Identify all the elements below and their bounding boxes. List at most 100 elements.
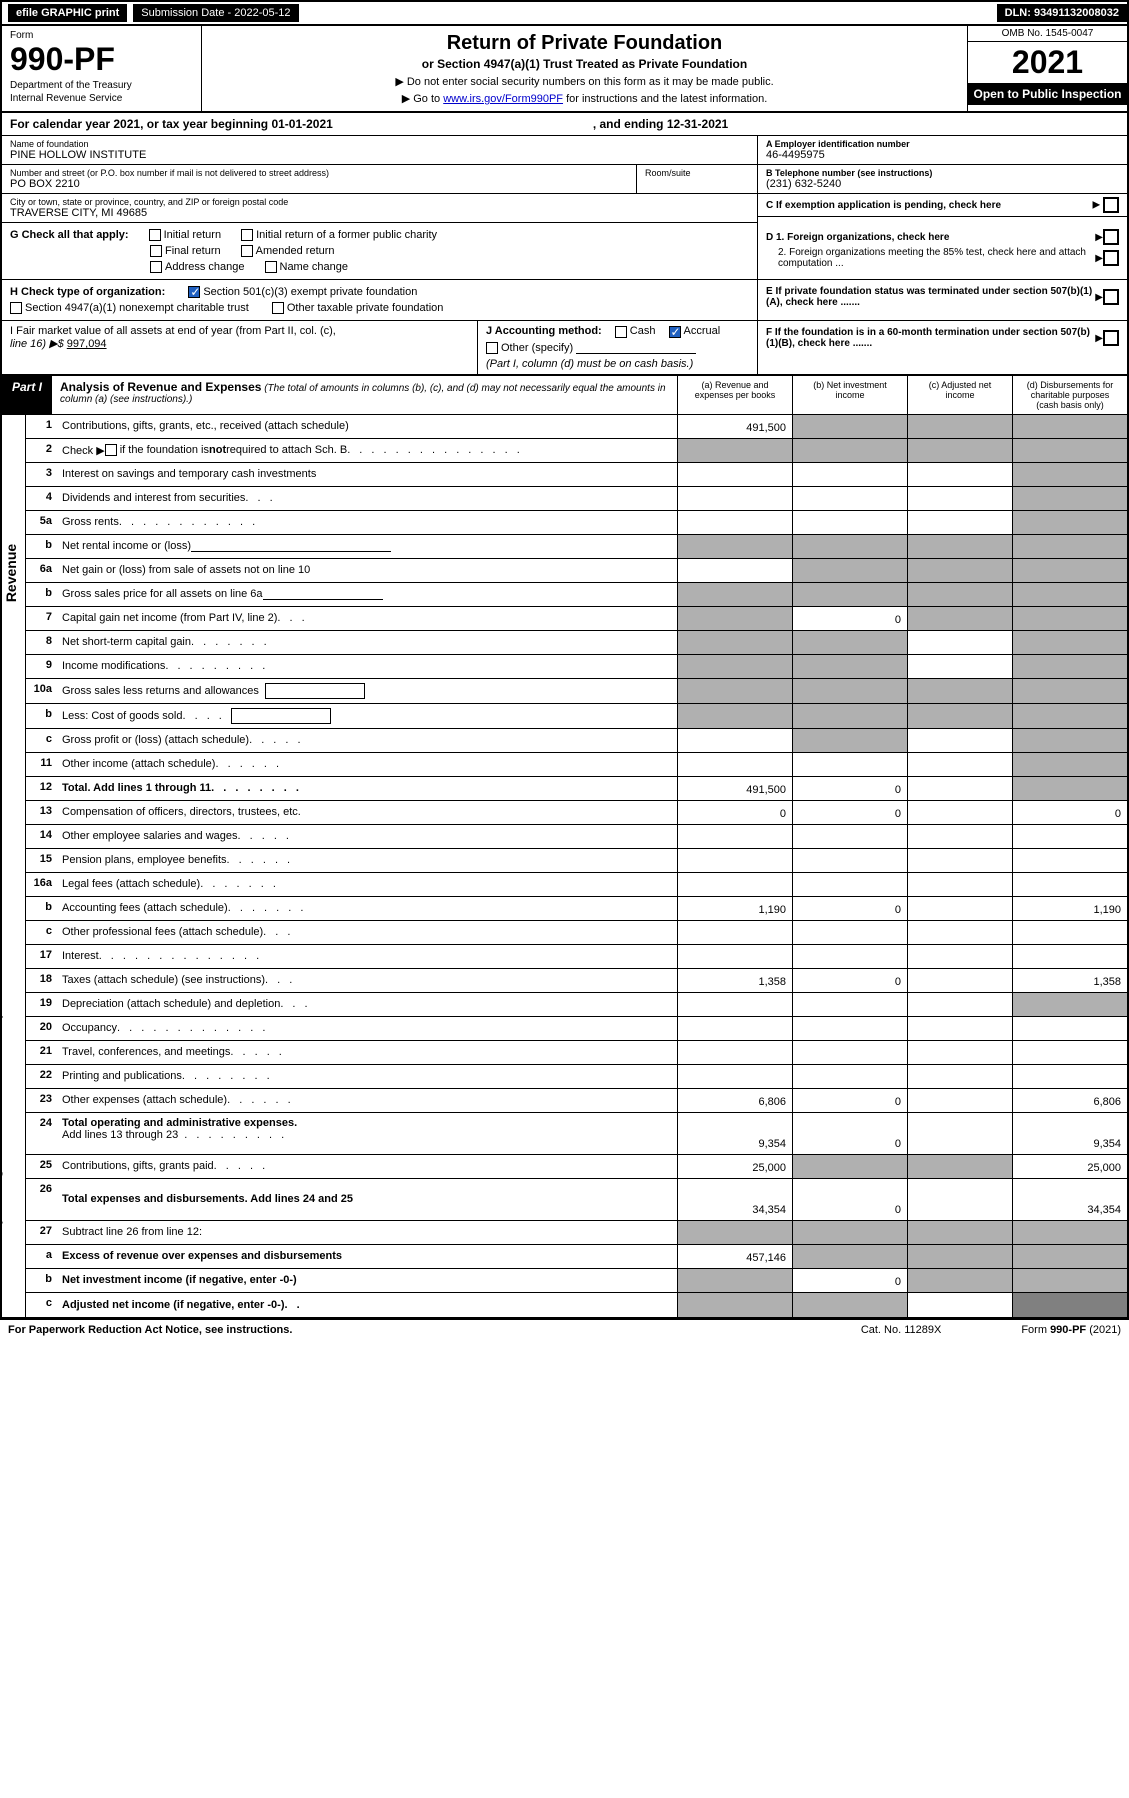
cb-501c3[interactable] <box>188 286 200 298</box>
topbar: efile GRAPHIC print Submission Date - 20… <box>0 0 1129 26</box>
row-12: 12Total. Add lines 1 through 11 . . . . … <box>26 777 1127 801</box>
cb-accrual[interactable] <box>669 326 681 338</box>
cb-sch-b[interactable] <box>105 444 117 456</box>
form-label: Form <box>10 30 193 41</box>
row-6b: bGross sales price for all assets on lin… <box>26 583 1127 607</box>
row-15: 15Pension plans, employee benefits . . .… <box>26 849 1127 873</box>
tax-year: 2021 <box>968 42 1127 83</box>
cb-e[interactable] <box>1103 289 1119 305</box>
d1-label: D 1. Foreign organizations, check here <box>766 232 949 243</box>
city-label: City or town, state or province, country… <box>10 197 749 207</box>
cb-d1[interactable] <box>1103 229 1119 245</box>
h-label: H Check type of organization: <box>10 286 165 298</box>
cb-initial-return[interactable] <box>149 229 161 241</box>
irs-link[interactable]: www.irs.gov/Form990PF <box>443 93 563 105</box>
cb-d2[interactable] <box>1103 250 1119 266</box>
row-8: 8Net short-term capital gain . . . . . .… <box>26 631 1127 655</box>
cb-f[interactable] <box>1103 330 1119 346</box>
side-revenue: Revenue <box>3 543 19 601</box>
phone-value: (231) 632-5240 <box>766 178 1119 190</box>
row-16c: cOther professional fees (attach schedul… <box>26 921 1127 945</box>
col-c-header: (c) Adjusted net income <box>907 376 1012 414</box>
form-header: Form 990-PF Department of the Treasury I… <box>0 26 1129 113</box>
form-number: 990-PF <box>10 41 193 78</box>
row-19: 19Depreciation (attach schedule) and dep… <box>26 993 1127 1017</box>
header-note-2: ▶ Go to www.irs.gov/Form990PF for instru… <box>212 92 957 105</box>
foundation-name: PINE HOLLOW INSTITUTE <box>10 149 749 161</box>
row-2: 2Check ▶ if the foundation is not requir… <box>26 439 1127 463</box>
row-13: 13Compensation of officers, directors, t… <box>26 801 1127 825</box>
fmv-value: 997,094 <box>67 338 107 350</box>
ein-label: A Employer identification number <box>766 139 910 149</box>
cb-other-method[interactable] <box>486 342 498 354</box>
row-7: 7Capital gain net income (from Part IV, … <box>26 607 1127 631</box>
check-section-g: G Check all that apply: Initial return I… <box>0 223 1129 280</box>
cb-amended-return[interactable] <box>241 245 253 257</box>
col-a-header: (a) Revenue and expenses per books <box>677 376 792 414</box>
row-26: 26Total expenses and disbursements. Add … <box>26 1179 1127 1221</box>
j-note: (Part I, column (d) must be on cash basi… <box>486 358 693 370</box>
part1-header: Part I Analysis of Revenue and Expenses … <box>0 376 1129 415</box>
row-27c: cAdjusted net income (if negative, enter… <box>26 1293 1127 1317</box>
submission-date: Submission Date - 2022-05-12 <box>133 4 298 22</box>
part1-title: Analysis of Revenue and Expenses <box>60 380 261 394</box>
cb-final-return[interactable] <box>150 245 162 257</box>
dept-treasury: Department of the Treasury <box>10 80 193 91</box>
f-label: F If the foundation is in a 60-month ter… <box>766 327 1090 349</box>
row-1: 1Contributions, gifts, grants, etc., rec… <box>26 415 1127 439</box>
row-25: 25Contributions, gifts, grants paid . . … <box>26 1155 1127 1179</box>
side-expenses: Operating and Administrative Expenses <box>0 970 2 1235</box>
row-27: 27Subtract line 26 from line 12: <box>26 1221 1127 1245</box>
ij-row: I Fair market value of all assets at end… <box>0 321 1129 375</box>
calendar-year-row: For calendar year 2021, or tax year begi… <box>0 113 1129 136</box>
row-16b: bAccounting fees (attach schedule) . . .… <box>26 897 1127 921</box>
row-9: 9Income modifications . . . . . . . . . <box>26 655 1127 679</box>
cb-cash[interactable] <box>615 326 627 338</box>
row-10a: 10aGross sales less returns and allowanc… <box>26 679 1127 704</box>
row-27b: bNet investment income (if negative, ent… <box>26 1269 1127 1293</box>
i-label: I Fair market value of all assets at end… <box>10 325 469 337</box>
cb-other-taxable[interactable] <box>272 302 284 314</box>
city-value: TRAVERSE CITY, MI 49685 <box>10 207 749 219</box>
row-18: 18Taxes (attach schedule) (see instructi… <box>26 969 1127 993</box>
exemption-checkbox[interactable] <box>1103 197 1119 213</box>
row-17: 17Interest . . . . . . . . . . . . . . <box>26 945 1127 969</box>
form-title: Return of Private Foundation <box>212 32 957 55</box>
header-note-1: ▶ Do not enter social security numbers o… <box>212 75 957 88</box>
footer-cat: Cat. No. 11289X <box>861 1324 942 1336</box>
row-21: 21Travel, conferences, and meetings . . … <box>26 1041 1127 1065</box>
col-d-header: (d) Disbursements for charitable purpose… <box>1012 376 1127 414</box>
cb-address-change[interactable] <box>150 261 162 273</box>
row-4: 4Dividends and interest from securities … <box>26 487 1127 511</box>
efile-badge[interactable]: efile GRAPHIC print <box>8 4 127 22</box>
check-section-h: H Check type of organization: Section 50… <box>0 280 1129 321</box>
col-b-header: (b) Net investment income <box>792 376 907 414</box>
addr-label: Number and street (or P.O. box number if… <box>10 168 628 178</box>
e-label: E If private foundation status was termi… <box>766 286 1092 308</box>
cb-4947[interactable] <box>10 302 22 314</box>
d2-label: 2. Foreign organizations meeting the 85%… <box>766 247 1095 269</box>
ein-value: 46-4495975 <box>766 149 1119 161</box>
part1-badge: Part I <box>2 376 52 414</box>
phone-label: B Telephone number (see instructions) <box>766 168 932 178</box>
g-label: G Check all that apply: <box>10 229 129 241</box>
row-14: 14Other employee salaries and wages . . … <box>26 825 1127 849</box>
row-16a: 16aLegal fees (attach schedule) . . . . … <box>26 873 1127 897</box>
row-5b: bNet rental income or (loss) <box>26 535 1127 559</box>
entity-info: Name of foundation PINE HOLLOW INSTITUTE… <box>0 136 1129 223</box>
room-label: Room/suite <box>645 168 749 178</box>
cb-initial-former[interactable] <box>241 229 253 241</box>
cb-name-change[interactable] <box>265 261 277 273</box>
page-footer: For Paperwork Reduction Act Notice, see … <box>0 1319 1129 1340</box>
row-24: 24Total operating and administrative exp… <box>26 1113 1127 1155</box>
row-20: 20Occupancy . . . . . . . . . . . . . <box>26 1017 1127 1041</box>
row-6a: 6aNet gain or (loss) from sale of assets… <box>26 559 1127 583</box>
row-3: 3Interest on savings and temporary cash … <box>26 463 1127 487</box>
row-11: 11Other income (attach schedule) . . . .… <box>26 753 1127 777</box>
dln: DLN: 93491132008032 <box>997 4 1127 22</box>
row-5a: 5aGross rents . . . . . . . . . . . . <box>26 511 1127 535</box>
dept-irs: Internal Revenue Service <box>10 93 193 104</box>
j-label: J Accounting method: <box>486 325 602 337</box>
open-inspection: Open to Public Inspection <box>968 83 1127 105</box>
row-10c: cGross profit or (loss) (attach schedule… <box>26 729 1127 753</box>
